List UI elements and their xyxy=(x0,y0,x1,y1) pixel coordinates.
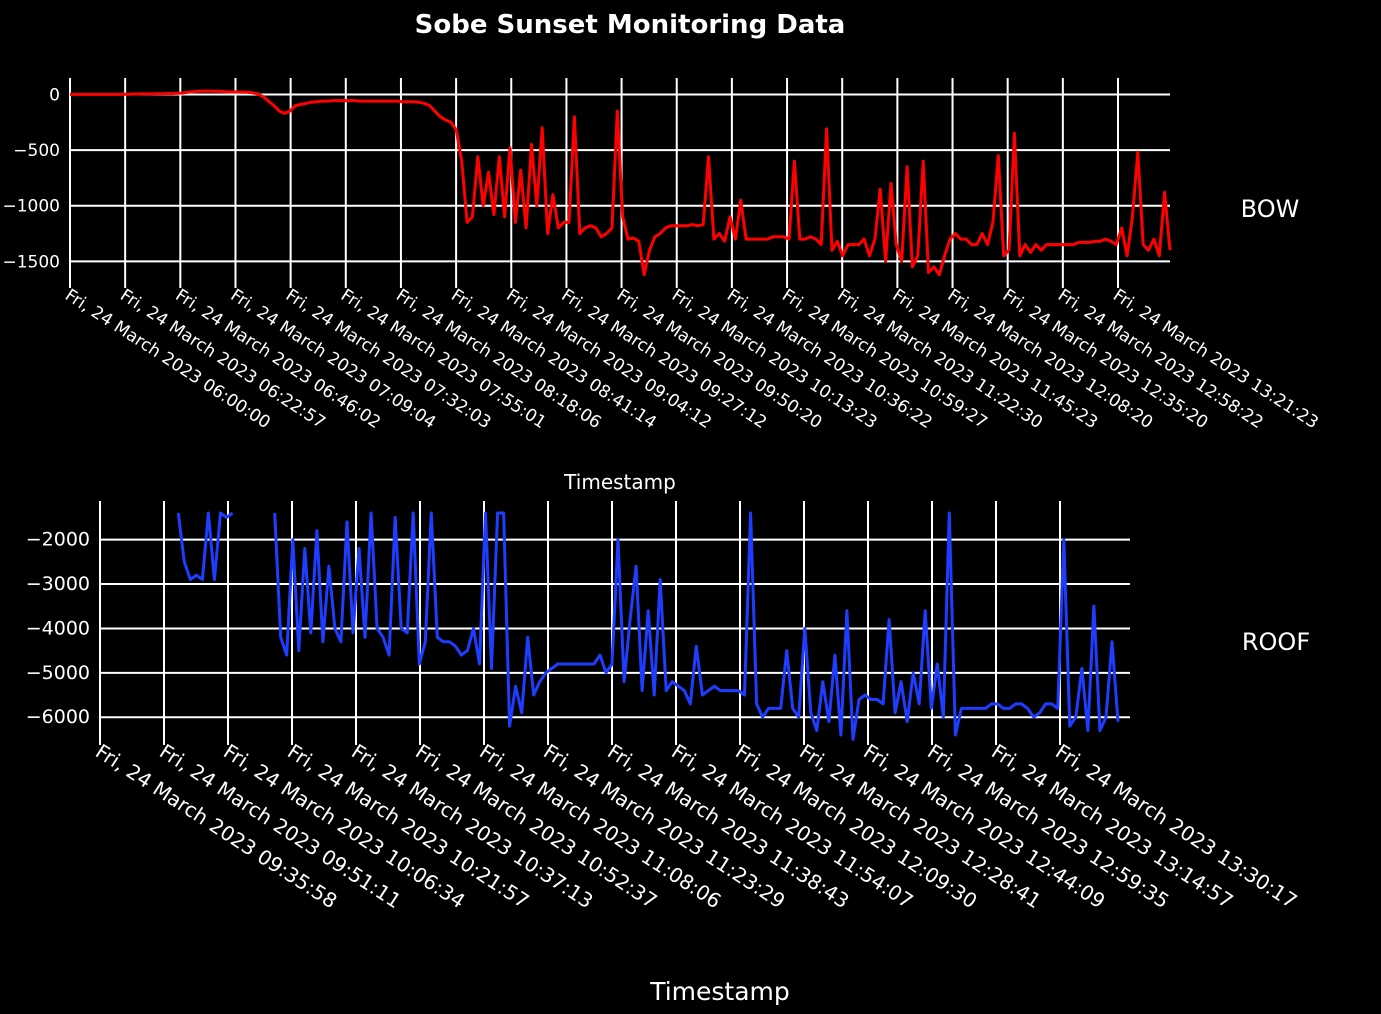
y-tick-label: −6000 xyxy=(26,706,90,728)
series-line xyxy=(273,511,1120,741)
series-line xyxy=(176,511,234,582)
series-label: BOW xyxy=(1241,195,1300,223)
y-tick-label: −2000 xyxy=(26,529,90,551)
x-axis-title: Timestamp xyxy=(563,470,676,494)
y-tick-label: −1000 xyxy=(2,197,60,217)
y-tick-label: −500 xyxy=(13,141,60,161)
x-axis-title: Timestamp xyxy=(649,977,790,1006)
y-tick-label: −4000 xyxy=(26,617,90,639)
y-tick-label: −5000 xyxy=(26,662,90,684)
series-line xyxy=(70,89,1172,277)
series-label: ROOF xyxy=(1242,628,1310,656)
chart-title: Sobe Sunset Monitoring Data xyxy=(414,10,846,40)
y-tick-label: 0 xyxy=(49,85,60,105)
y-tick-label: −1500 xyxy=(2,252,60,272)
y-tick-label: −3000 xyxy=(26,573,90,595)
